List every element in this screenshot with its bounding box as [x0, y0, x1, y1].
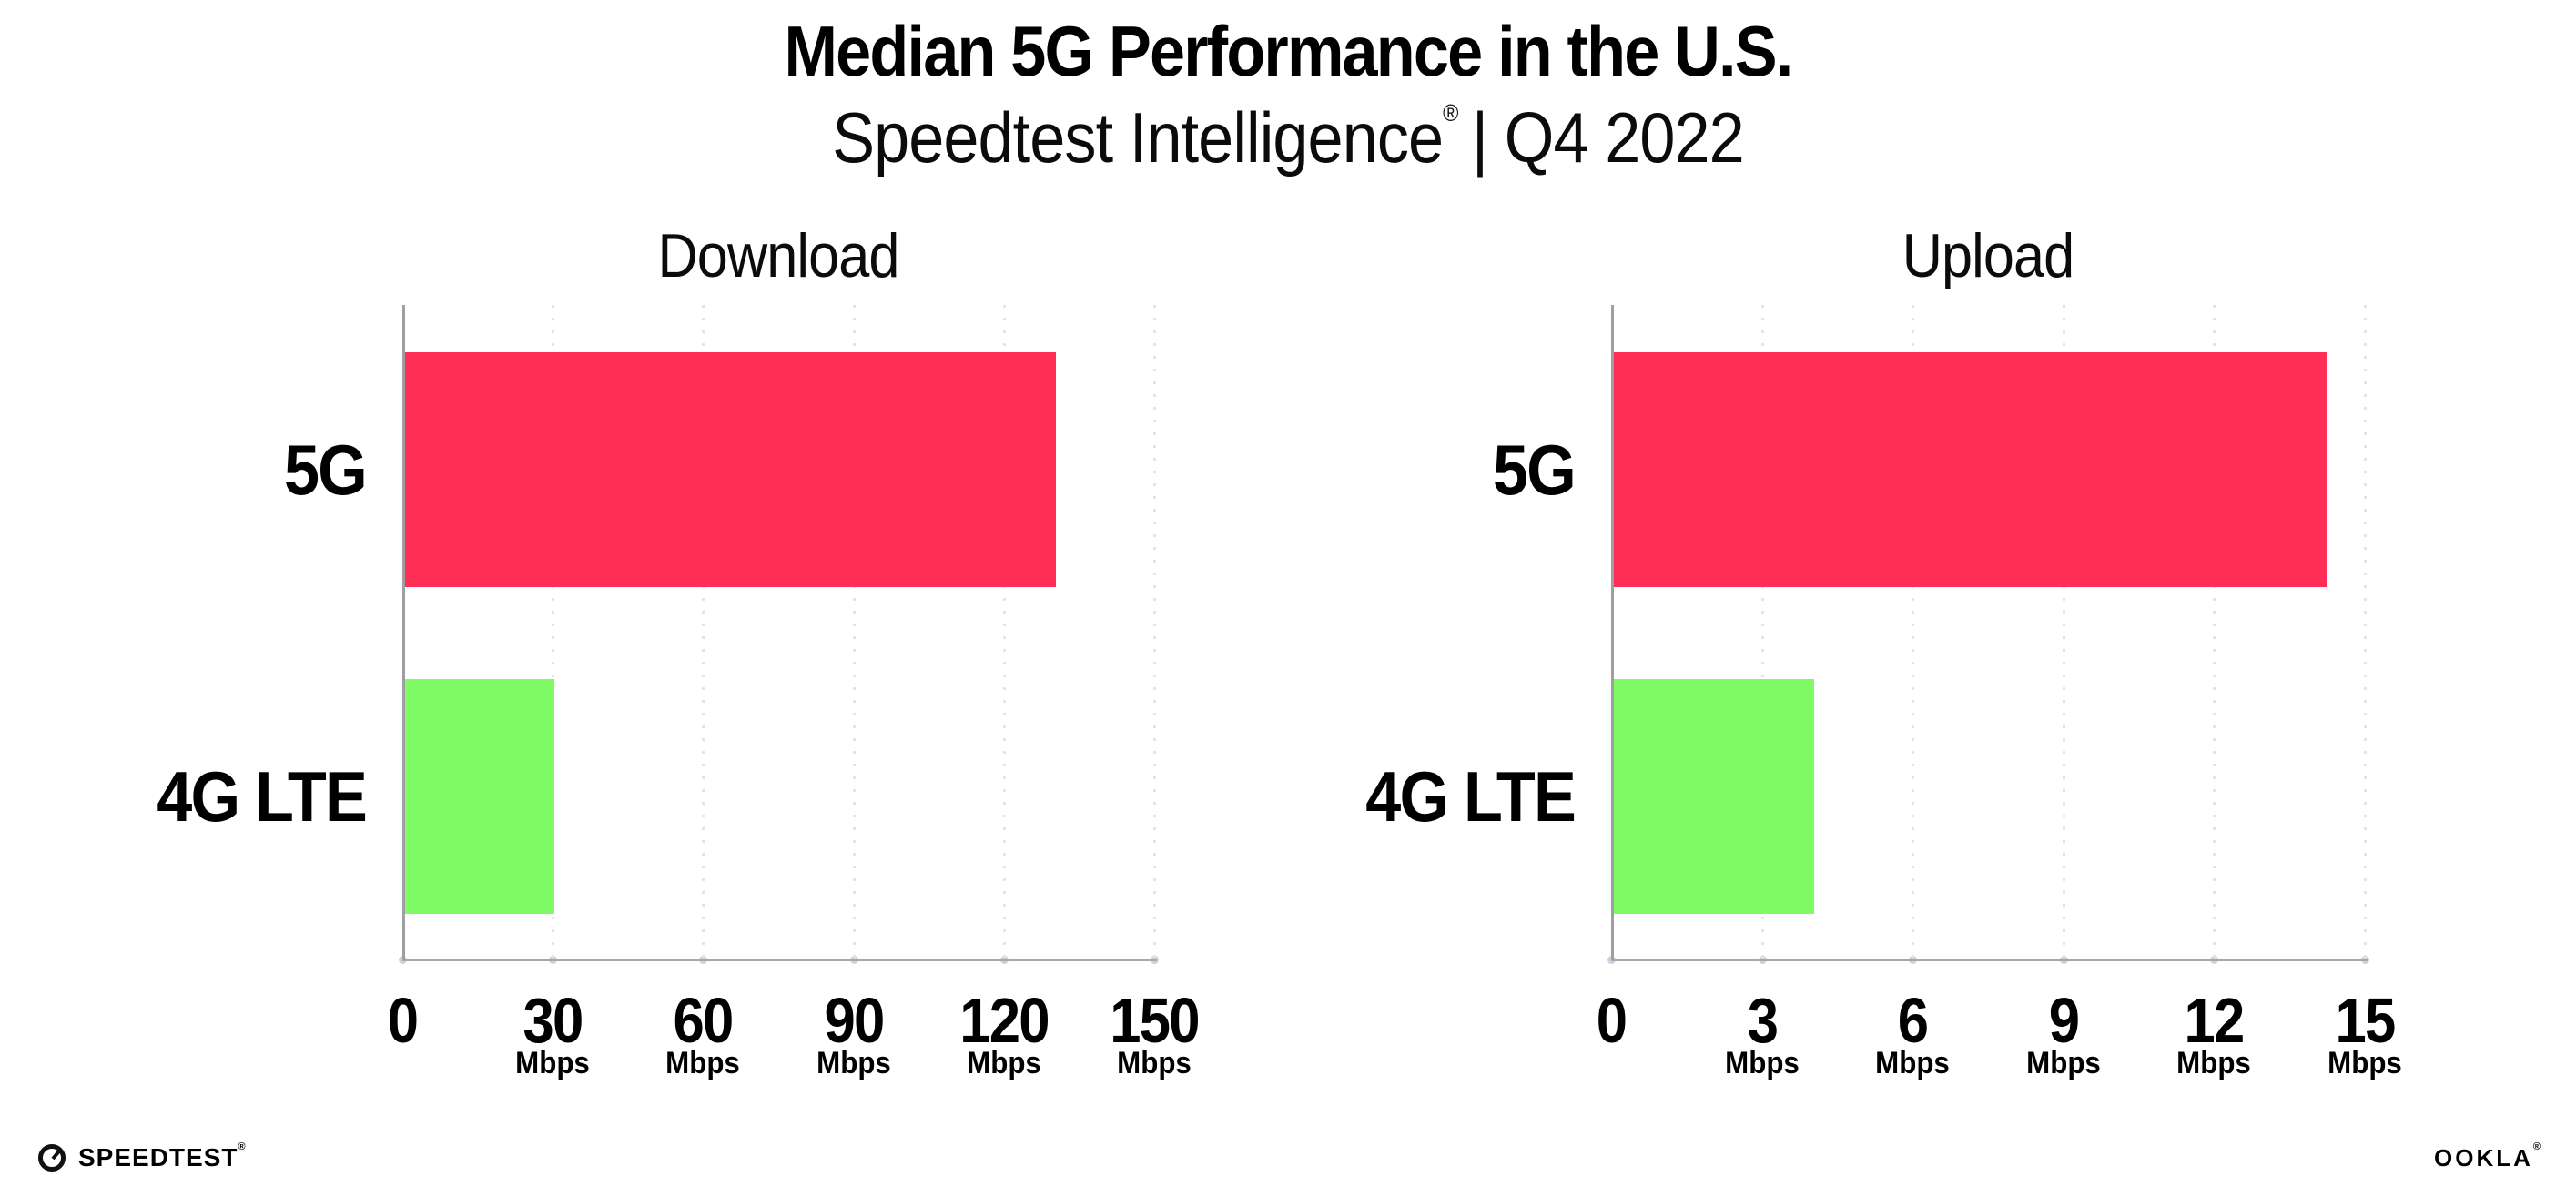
x-tick-label: 0 — [1596, 985, 1628, 1056]
x-axis-line — [402, 959, 1157, 961]
gridline — [2364, 305, 2367, 959]
x-tick-label: 3 — [1747, 985, 1778, 1056]
x-tick-label: 0 — [387, 985, 419, 1056]
x-tick-unit-label: Mbps — [2328, 1046, 2402, 1080]
x-tick-label: 150 — [1110, 985, 1200, 1056]
category-label-5g: 5G — [1492, 430, 1577, 510]
subtitle-brand: Speedtest Intelligence — [832, 97, 1444, 178]
category-label-4g-lte: 4G LTE — [1365, 756, 1577, 837]
gauge-needle-icon — [51, 1149, 62, 1161]
page-subtitle: Speedtest Intelligence® | Q4 2022 — [832, 97, 1745, 178]
bar-4g-lte — [404, 679, 554, 914]
gridline — [852, 305, 856, 959]
ookla-logo: OOKLA® — [2434, 1141, 2543, 1172]
gridline — [1912, 305, 1915, 959]
x-tick-label: 30 — [522, 985, 584, 1056]
gridline — [2213, 305, 2216, 959]
y-axis-line — [1611, 305, 1614, 960]
gridline — [1153, 305, 1156, 959]
gridline — [1760, 305, 1764, 959]
speedometer-gauge-icon — [38, 1144, 66, 1172]
gridline — [2062, 305, 2065, 959]
gridline — [702, 305, 705, 959]
x-tick-label: 60 — [673, 985, 735, 1056]
x-tick-label: 6 — [1897, 985, 1929, 1056]
x-tick-unit-label: Mbps — [665, 1046, 741, 1080]
x-tick-unit-label: Mbps — [1724, 1046, 1800, 1080]
x-tick-unit-label: Mbps — [2025, 1046, 2101, 1080]
gridline — [552, 305, 555, 959]
registered-mark-icon: ® — [2532, 1141, 2543, 1153]
x-tick-unit-label: Mbps — [816, 1046, 891, 1080]
speedtest-logo: SPEEDTEST® — [38, 1141, 247, 1174]
speedtest-wordmark: SPEEDTEST® — [78, 1141, 247, 1172]
bar-4g-lte — [1613, 679, 1814, 914]
x-tick-unit-label: Mbps — [1117, 1046, 1192, 1080]
y-axis-line — [402, 305, 405, 960]
x-tick-unit-label: Mbps — [515, 1046, 591, 1080]
chart-title: Upload — [1902, 221, 2074, 290]
page-title: Median 5G Performance in the U.S. — [784, 11, 1794, 91]
registered-mark-icon: ® — [1443, 99, 1459, 127]
x-tick-unit-label: Mbps — [1875, 1046, 1951, 1080]
x-tick-label: 90 — [824, 985, 885, 1056]
x-tick-label: 12 — [2184, 985, 2246, 1056]
chart-title: Download — [657, 221, 900, 290]
x-tick-label: 120 — [959, 985, 1050, 1056]
bar-5g — [1613, 352, 2327, 587]
x-axis-line — [1611, 959, 2368, 961]
x-tick-unit-label: Mbps — [966, 1046, 1041, 1080]
subtitle-period: | Q4 2022 — [1471, 97, 1745, 178]
category-label-4g-lte: 4G LTE — [157, 756, 368, 837]
registered-mark-icon: ® — [238, 1141, 247, 1152]
bar-5g — [404, 352, 1056, 587]
x-tick-label: 15 — [2335, 985, 2396, 1056]
category-label-5g: 5G — [283, 430, 368, 510]
x-tick-label: 9 — [2048, 985, 2080, 1056]
gridline — [1002, 305, 1006, 959]
x-tick-unit-label: Mbps — [2176, 1046, 2252, 1080]
